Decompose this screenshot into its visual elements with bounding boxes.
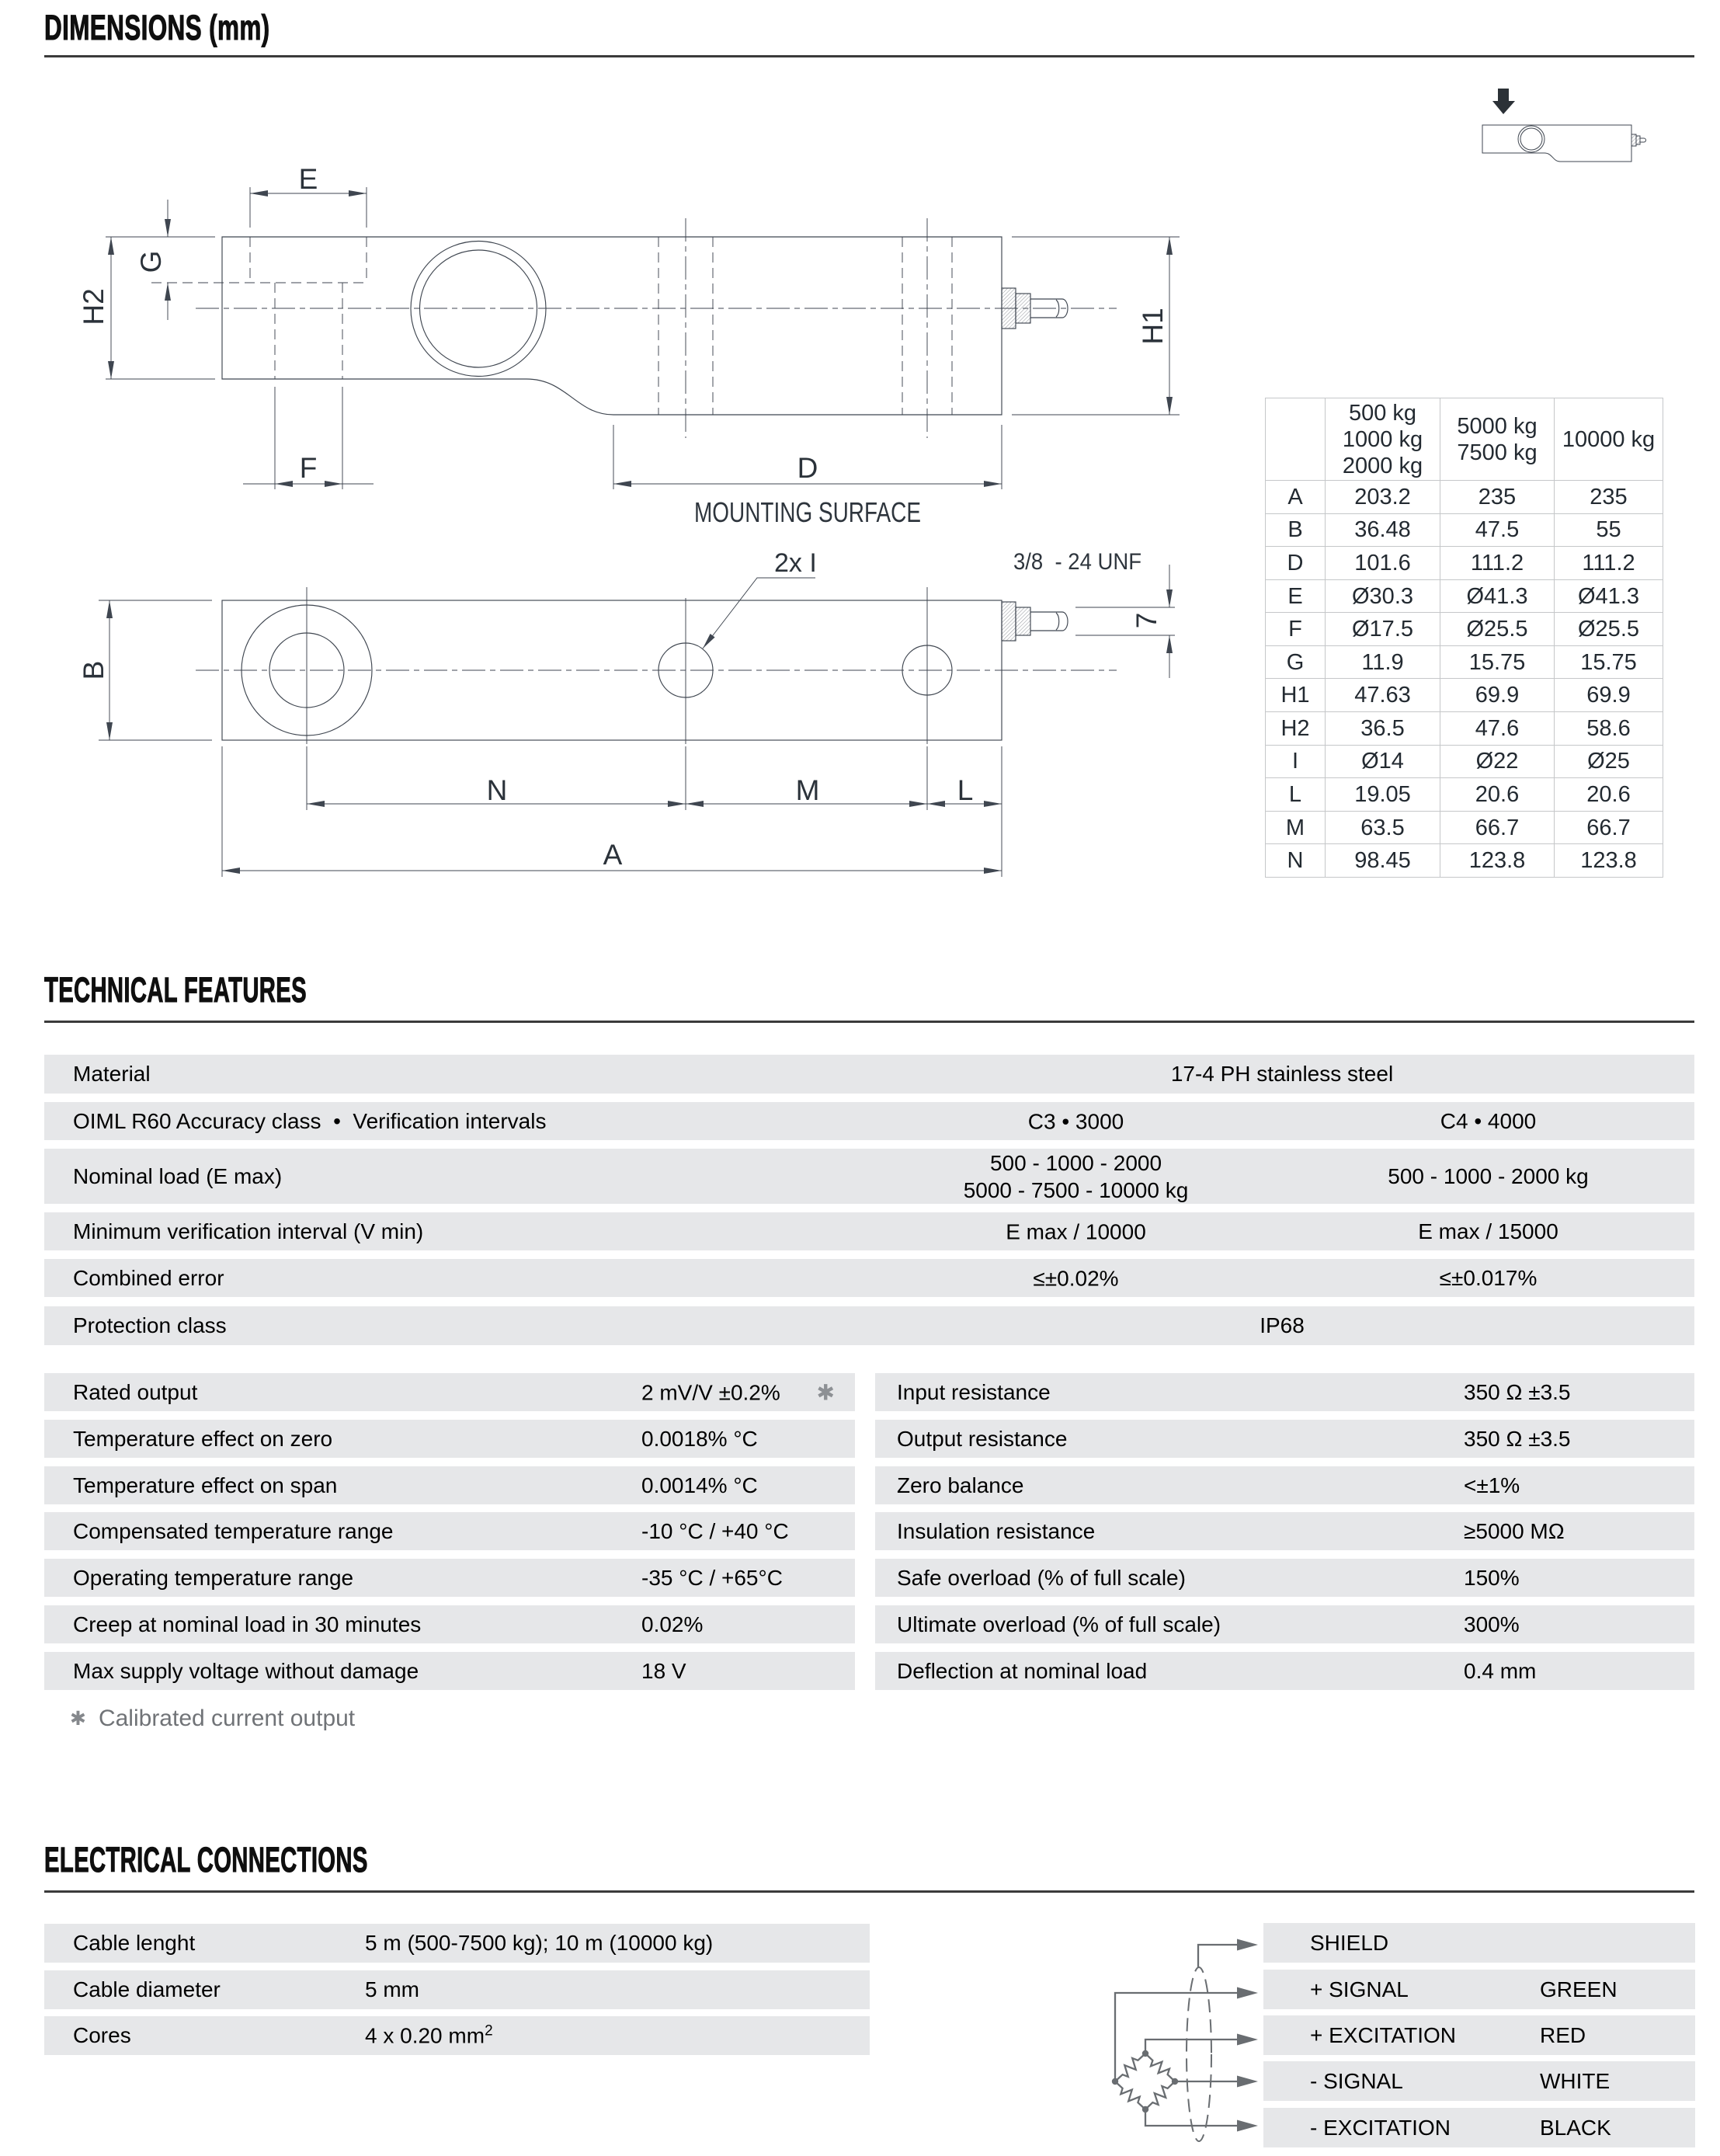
svg-text:F: F	[300, 452, 318, 484]
svg-text:7: 7	[1131, 613, 1162, 629]
svg-text:2x I: 2x I	[774, 548, 817, 578]
svg-text:N: N	[487, 774, 508, 806]
svg-text:H1: H1	[1137, 308, 1169, 344]
svg-text:L: L	[957, 774, 974, 806]
svg-text:B: B	[78, 661, 109, 680]
svg-text:M: M	[796, 774, 820, 806]
svg-text:MOUNTING SURFACE: MOUNTING SURFACE	[694, 496, 921, 528]
svg-text:3/8 - 24 UNF: 3/8 - 24 UNF	[1013, 549, 1141, 575]
svg-text:A: A	[603, 839, 623, 871]
svg-text:H2: H2	[78, 288, 109, 325]
svg-text:E: E	[299, 163, 318, 195]
svg-text:D: D	[797, 452, 818, 484]
svg-text:G: G	[135, 251, 167, 273]
